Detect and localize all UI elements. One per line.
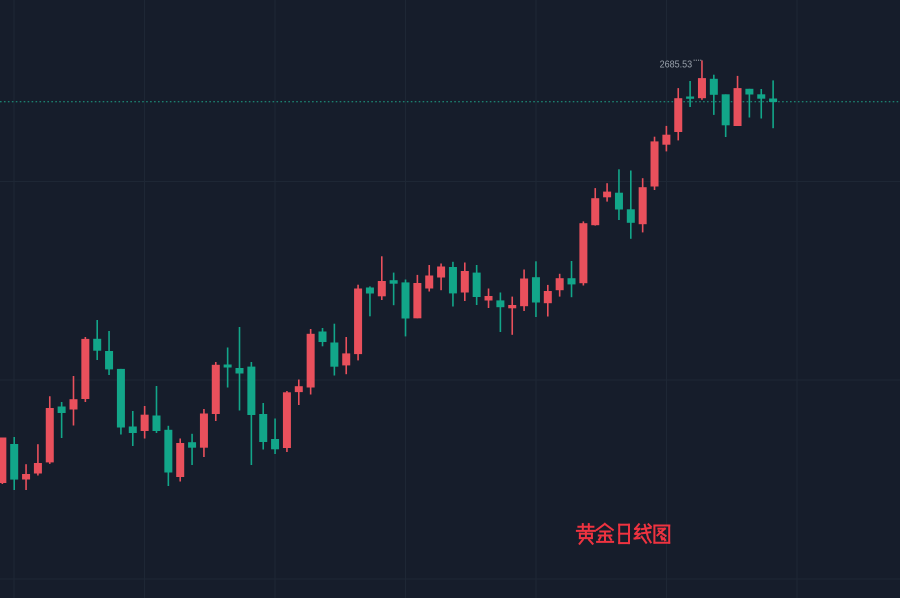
svg-text:2685.53: 2685.53 bbox=[660, 59, 693, 71]
